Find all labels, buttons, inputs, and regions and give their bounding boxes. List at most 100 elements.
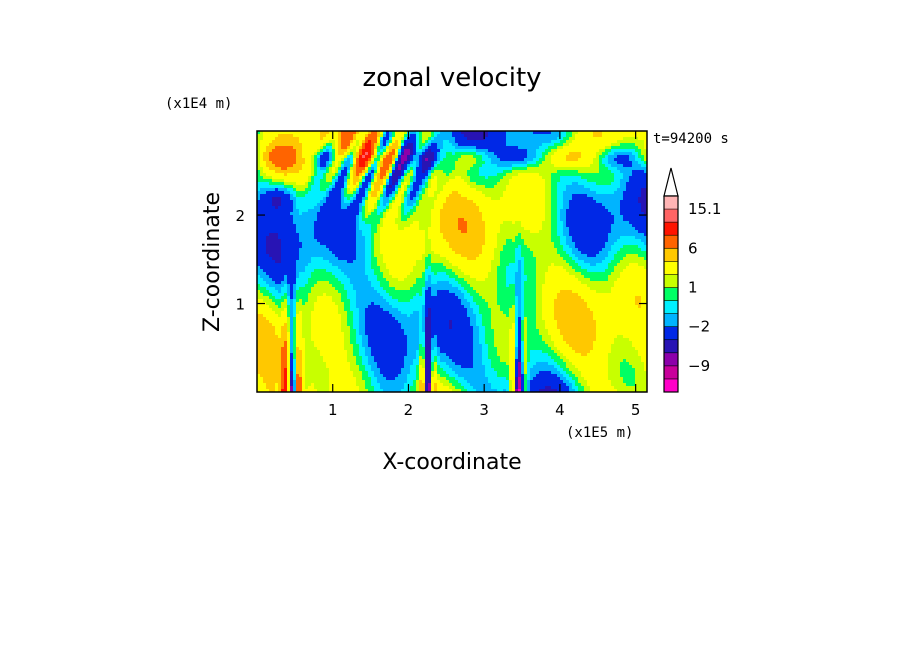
field-cell <box>527 242 531 246</box>
field-cell <box>362 233 366 237</box>
field-cell <box>470 134 474 138</box>
field-cell <box>611 158 615 162</box>
field-cell <box>530 200 534 204</box>
field-cell <box>410 173 414 177</box>
field-cell <box>341 215 345 219</box>
field-cell <box>347 158 351 162</box>
field-cell <box>374 188 378 192</box>
field-cell <box>404 173 408 177</box>
field-cell <box>488 233 492 237</box>
field-cell <box>575 209 579 213</box>
field-cell <box>557 176 561 180</box>
field-cell <box>470 194 474 198</box>
field-cell <box>434 152 438 156</box>
field-cell <box>623 173 627 177</box>
field-cell <box>581 236 585 240</box>
field-cell <box>569 242 573 246</box>
field-cell <box>335 212 339 216</box>
field-cell <box>308 146 312 150</box>
field-cell <box>404 239 408 243</box>
field-cell <box>605 158 609 162</box>
field-cell <box>584 149 588 153</box>
field-cell <box>587 212 591 216</box>
field-cell <box>284 215 288 219</box>
field-cell <box>572 185 576 189</box>
field-cell <box>437 179 441 183</box>
field-cell <box>527 194 531 198</box>
field-cell <box>524 227 528 231</box>
field-cell <box>443 140 447 144</box>
field-cell <box>491 197 495 201</box>
field-cell <box>329 185 333 189</box>
field-cell <box>515 194 519 198</box>
field-cell <box>386 131 390 135</box>
field-cell <box>464 230 468 234</box>
field-cell <box>260 206 264 210</box>
field-cell <box>572 227 576 231</box>
field-cell <box>287 146 291 150</box>
field-cell <box>527 164 531 168</box>
field-cell <box>515 143 519 147</box>
field-cell <box>467 158 471 162</box>
field-cell <box>347 233 351 237</box>
field-cell <box>524 215 528 219</box>
field-cell <box>500 146 504 150</box>
field-cell <box>257 179 261 183</box>
field-cell <box>620 152 624 156</box>
field-cell <box>509 209 513 213</box>
field-cell <box>401 149 405 153</box>
field-cell <box>563 167 567 171</box>
field-cell <box>476 224 480 228</box>
field-cell <box>434 230 438 234</box>
field-cell <box>617 239 621 243</box>
field-cell <box>353 203 357 207</box>
field-cell <box>287 170 291 174</box>
field-cell <box>545 155 549 159</box>
field-cell <box>416 236 420 240</box>
field-cell <box>602 242 606 246</box>
field-cell <box>443 164 447 168</box>
field-cell <box>260 212 264 216</box>
field-cell <box>386 203 390 207</box>
field-cell <box>341 191 345 195</box>
field-cell <box>512 227 516 231</box>
field-cell <box>356 206 360 210</box>
field-cell <box>413 224 417 228</box>
field-cell <box>536 218 540 222</box>
field-cell <box>416 176 420 180</box>
field-cell <box>569 146 573 150</box>
field-cell <box>446 179 450 183</box>
field-cell <box>359 158 363 162</box>
field-cell <box>470 212 474 216</box>
field-cell <box>521 239 525 243</box>
field-cell <box>389 206 393 210</box>
field-cell <box>419 161 423 165</box>
field-cell <box>521 224 525 228</box>
field-cell <box>632 179 636 183</box>
field-cell <box>560 164 564 168</box>
field-cell <box>494 134 498 138</box>
field-cell <box>464 140 468 144</box>
field-cell <box>425 182 429 186</box>
field-cell <box>464 146 468 150</box>
field-cell <box>596 176 600 180</box>
field-cell <box>401 185 405 189</box>
field-cell <box>584 212 588 216</box>
field-cell <box>446 242 450 246</box>
field-cell <box>356 149 360 153</box>
field-cell <box>407 179 411 183</box>
field-cell <box>533 215 537 219</box>
field-cell <box>425 146 429 150</box>
field-cell <box>344 152 348 156</box>
field-cell <box>422 215 426 219</box>
field-cell <box>470 242 474 246</box>
field-cell <box>344 179 348 183</box>
field-cell <box>362 173 366 177</box>
field-cell <box>590 170 594 174</box>
field-cell <box>458 194 462 198</box>
field-cell <box>566 143 570 147</box>
field-cell <box>269 143 273 147</box>
field-cell <box>269 242 273 246</box>
field-cell <box>278 185 282 189</box>
field-cell <box>623 134 627 138</box>
